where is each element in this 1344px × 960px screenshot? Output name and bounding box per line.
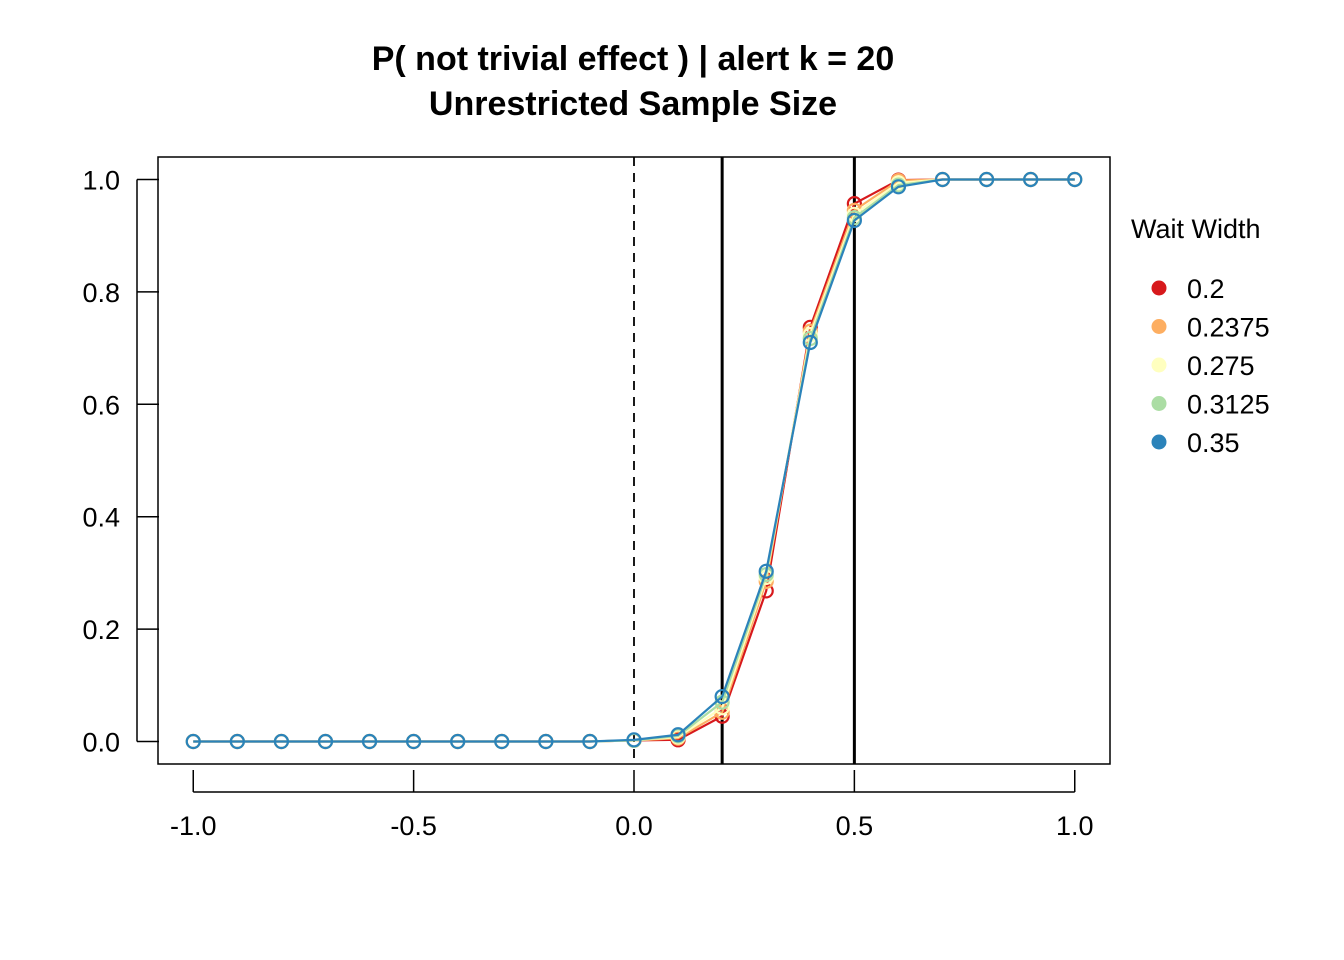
data-point xyxy=(185,733,201,750)
data-point xyxy=(890,179,907,195)
data-point xyxy=(626,732,642,748)
legend: 0.2 0.2375 0.275 0.3125 0.35 xyxy=(1151,274,1270,458)
y-tick-label: 0.6 xyxy=(82,390,120,420)
data-point xyxy=(1023,171,1039,188)
legend-marker xyxy=(1151,357,1167,373)
legend-label: 0.2 xyxy=(1187,274,1225,304)
chart-subtitle: Unrestricted Sample Size xyxy=(429,85,837,123)
x-tick-label: 0.5 xyxy=(836,811,874,841)
data-point xyxy=(802,334,818,351)
legend-item: 0.275 xyxy=(1151,351,1255,381)
legend-marker xyxy=(1151,396,1167,411)
y-tick-label: 0.4 xyxy=(82,503,120,533)
data-point xyxy=(406,733,422,750)
legend-title: Wait Width xyxy=(1131,214,1261,244)
x-tick-label: -1.0 xyxy=(170,811,217,841)
x-axis: -1.0 -0.5 0.0 0.5 1.0 xyxy=(170,770,1094,841)
data-point xyxy=(670,727,686,743)
series-layer xyxy=(185,171,1083,750)
data-point xyxy=(317,733,334,750)
legend-label: 0.3125 xyxy=(1187,390,1270,420)
data-point xyxy=(450,733,466,750)
y-tick-label: 0.8 xyxy=(82,278,120,308)
y-tick-label: 0.2 xyxy=(82,615,120,645)
x-tick-label: -0.5 xyxy=(390,811,437,841)
legend-marker xyxy=(1151,319,1167,334)
reference-lines xyxy=(633,157,856,764)
data-point xyxy=(714,688,730,705)
legend-item: 0.35 xyxy=(1151,428,1240,458)
data-point xyxy=(582,733,598,750)
legend-item: 0.2 xyxy=(1151,274,1225,304)
data-point xyxy=(934,171,951,188)
series-0.35 xyxy=(185,171,1083,750)
legend-label: 0.2375 xyxy=(1187,313,1270,343)
data-point xyxy=(846,212,862,229)
data-point xyxy=(978,171,995,188)
x-tick-label: 1.0 xyxy=(1056,811,1094,841)
legend-item: 0.2375 xyxy=(1151,313,1270,343)
y-tick-label: 0.0 xyxy=(82,728,120,758)
legend-marker xyxy=(1151,434,1167,450)
data-point xyxy=(229,733,245,750)
legend-item: 0.3125 xyxy=(1151,390,1270,420)
data-point xyxy=(1067,171,1083,188)
legend-label: 0.275 xyxy=(1187,351,1255,381)
data-point xyxy=(361,733,378,750)
legend-marker xyxy=(1151,280,1167,296)
chart-title: P( not trivial effect ) | alert k = 20 xyxy=(372,40,895,78)
data-point xyxy=(758,563,774,579)
x-tick-label: 0.0 xyxy=(615,811,653,841)
data-point xyxy=(538,733,554,750)
data-point xyxy=(273,733,290,750)
y-axis: 0.0 0.2 0.4 0.6 0.8 1.0 xyxy=(82,165,159,758)
series-line-0.35 xyxy=(193,178,1075,743)
data-point xyxy=(494,733,510,750)
y-tick-label: 1.0 xyxy=(82,165,120,195)
legend-label: 0.35 xyxy=(1187,428,1240,458)
